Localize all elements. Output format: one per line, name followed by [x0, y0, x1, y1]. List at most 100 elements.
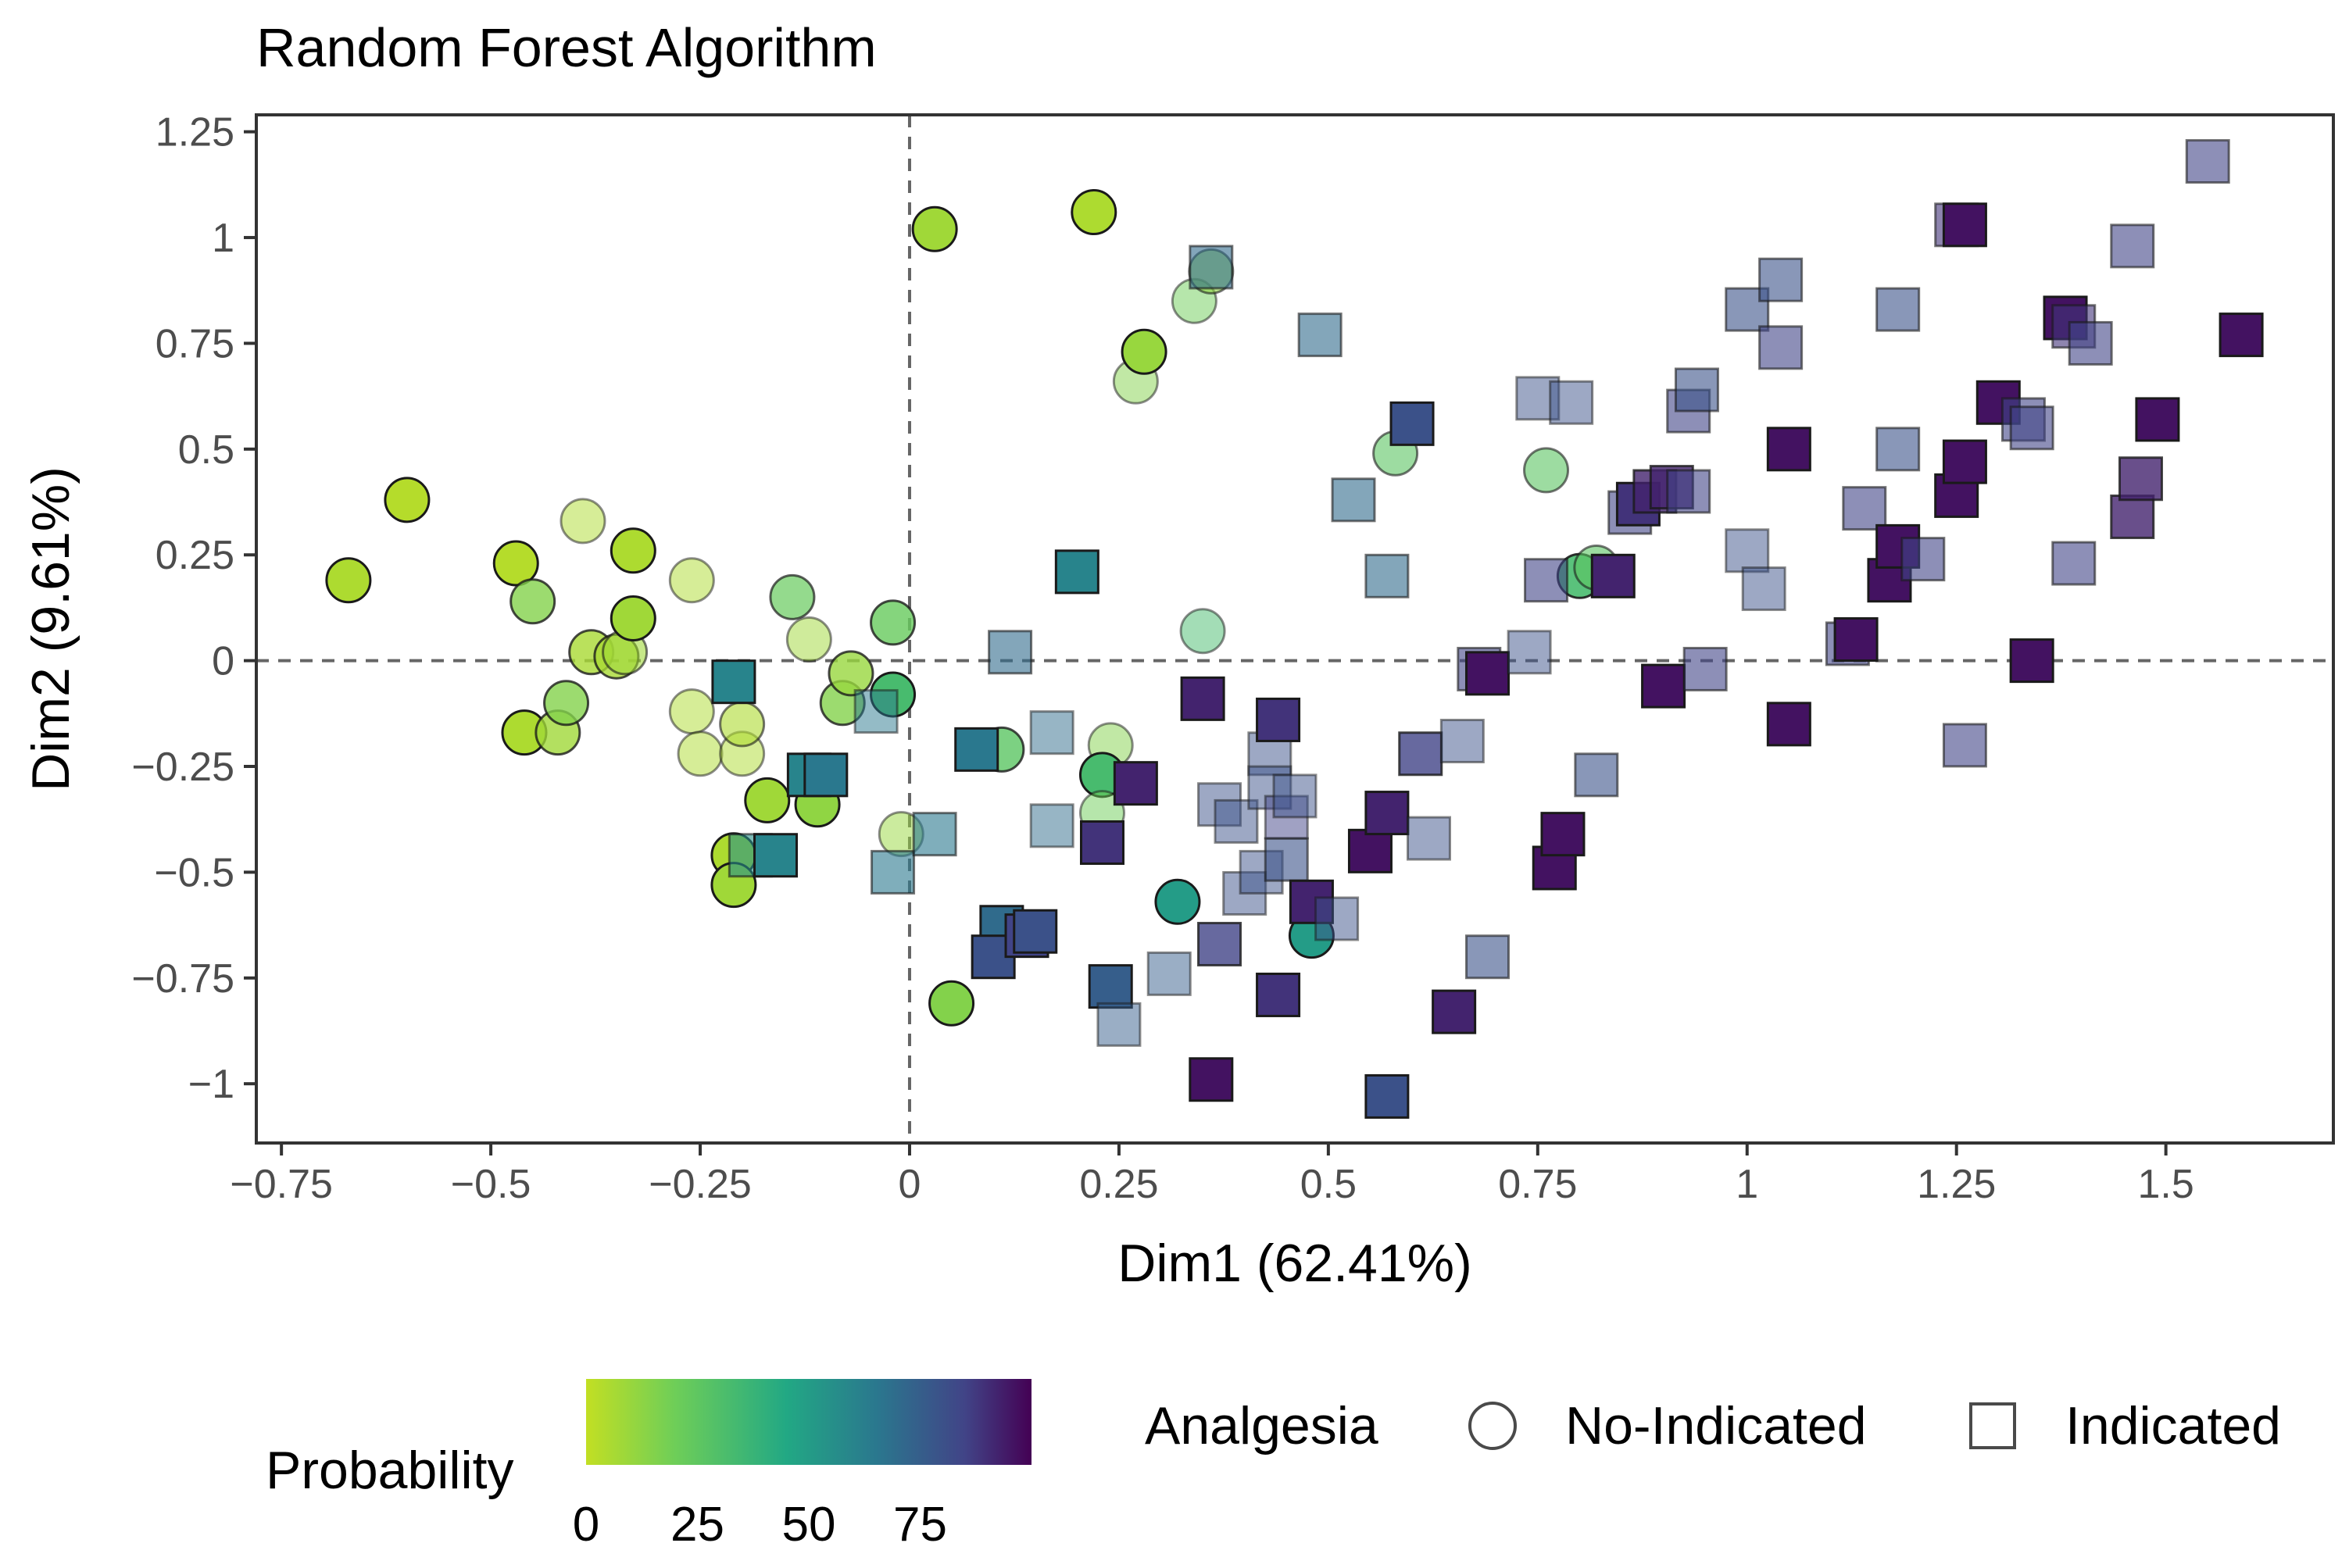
legend-label-indicated: Indicated: [2065, 1396, 2281, 1455]
point-indicated: [1590, 553, 1636, 598]
point-indicated: [853, 689, 899, 734]
x-tick-label: 1.5: [2137, 1162, 2193, 1207]
point-indicated: [1180, 676, 1225, 721]
colorbar-tick-label: 0: [573, 1498, 599, 1552]
x-tick-label: 1: [1736, 1162, 1758, 1207]
point-indicated: [1079, 820, 1124, 865]
point-indicated: [1766, 427, 1811, 472]
y-tick-label: 0.75: [156, 321, 234, 366]
y-tick-label: −0.75: [131, 956, 234, 1002]
point-indicated: [2110, 494, 2155, 539]
point-indicated: [1013, 909, 1058, 954]
point-indicated: [1088, 964, 1133, 1009]
point-indicated: [912, 812, 957, 857]
point-no-indicated: [325, 557, 372, 604]
point-no-indicated: [384, 477, 431, 523]
point-no-indicated: [785, 616, 832, 663]
y-tick-label: −0.25: [131, 745, 234, 790]
point-indicated: [1725, 528, 1770, 573]
point-indicated: [1054, 549, 1099, 595]
x-tick-label: 0: [899, 1162, 921, 1207]
point-no-indicated: [744, 777, 791, 823]
point-indicated: [1096, 1002, 1142, 1047]
x-tick-label: −0.5: [451, 1162, 531, 1207]
y-axis: −1 −0.75 −0.5 −0.25 0 0.25 0.5 0.75 1 1.25: [131, 110, 256, 1107]
point-no-indicated: [1523, 447, 1570, 494]
point-indicated: [871, 849, 916, 895]
point-indicated: [1364, 791, 1410, 836]
point-indicated: [1256, 972, 1301, 1017]
point-no-indicated: [492, 540, 539, 587]
point-indicated: [1875, 287, 1921, 332]
point-no-indicated: [719, 701, 766, 748]
point-indicated: [1682, 646, 1728, 691]
point-no-indicated: [668, 557, 715, 604]
point-indicated: [1347, 828, 1393, 873]
point-no-indicated: [543, 680, 590, 727]
point-indicated: [1666, 469, 1711, 514]
point-indicated: [1029, 710, 1074, 755]
point-indicated: [1875, 427, 1921, 472]
point-indicated: [2051, 541, 2097, 586]
colorbar-title: Probability: [266, 1441, 514, 1500]
point-no-indicated: [1179, 608, 1226, 655]
x-tick-label: 0.25: [1079, 1162, 1158, 1207]
colorbar: [586, 1379, 1031, 1465]
point-no-indicated: [509, 578, 556, 625]
y-tick-label: 0: [212, 639, 234, 684]
y-tick-label: −0.5: [154, 850, 234, 895]
point-indicated: [1465, 651, 1511, 696]
point-indicated: [1942, 439, 1987, 484]
chart-title: Random Forest Algorithm: [256, 17, 877, 78]
point-no-indicated: [1121, 328, 1167, 375]
colorbar-tick-label: 75: [893, 1498, 947, 1552]
legend-circle-key: [1468, 1402, 1517, 1450]
point-no-indicated: [1154, 878, 1201, 925]
point-indicated: [2068, 320, 2113, 366]
x-tick-label: 1.25: [1917, 1162, 1996, 1207]
point-indicated: [2009, 638, 2054, 684]
point-indicated: [803, 752, 849, 798]
data-points: [325, 139, 2264, 1119]
point-indicated: [2218, 313, 2264, 358]
point-indicated: [954, 727, 999, 772]
point-indicated: [711, 659, 756, 705]
point-no-indicated: [870, 599, 917, 646]
point-indicated: [1507, 630, 1552, 675]
point-indicated: [2118, 456, 2163, 502]
point-indicated: [1439, 719, 1485, 764]
point-indicated: [2009, 405, 2054, 451]
point-indicated: [1574, 752, 1619, 798]
point-no-indicated: [677, 730, 724, 777]
point-no-indicated: [928, 980, 975, 1027]
point-indicated: [1297, 313, 1343, 358]
point-indicated: [1264, 837, 1309, 882]
point-indicated: [1942, 723, 1987, 768]
point-indicated: [2185, 139, 2230, 184]
colorbar-ticks: 0 25 50 75: [573, 1498, 947, 1552]
point-no-indicated: [828, 650, 874, 697]
y-tick-label: 0.5: [178, 427, 234, 473]
y-tick-label: 1: [212, 216, 234, 261]
point-no-indicated: [769, 573, 816, 620]
point-indicated: [988, 630, 1033, 675]
point-indicated: [1741, 566, 1786, 612]
y-tick-label: 0.25: [156, 533, 234, 578]
shape-legend-title: Analgesia: [1145, 1396, 1378, 1455]
point-no-indicated: [610, 595, 656, 641]
point-indicated: [1364, 1073, 1410, 1119]
point-indicated: [1029, 803, 1074, 848]
point-indicated: [1432, 989, 1477, 1034]
point-indicated: [1465, 934, 1511, 980]
point-indicated: [1900, 537, 1946, 582]
point-indicated: [1113, 761, 1158, 806]
point-indicated: [1272, 773, 1318, 819]
point-indicated: [1189, 245, 1234, 290]
point-indicated: [1758, 257, 1804, 302]
point-indicated: [1256, 697, 1301, 742]
x-axis: −0.75 −0.5 −0.25 0 0.25 0.5 0.75 1 1.25 1.5: [230, 1143, 2194, 1207]
y-tick-label: −1: [188, 1062, 234, 1107]
point-no-indicated: [560, 498, 606, 545]
x-axis-title: Dim1 (62.41%): [1117, 1234, 1472, 1293]
